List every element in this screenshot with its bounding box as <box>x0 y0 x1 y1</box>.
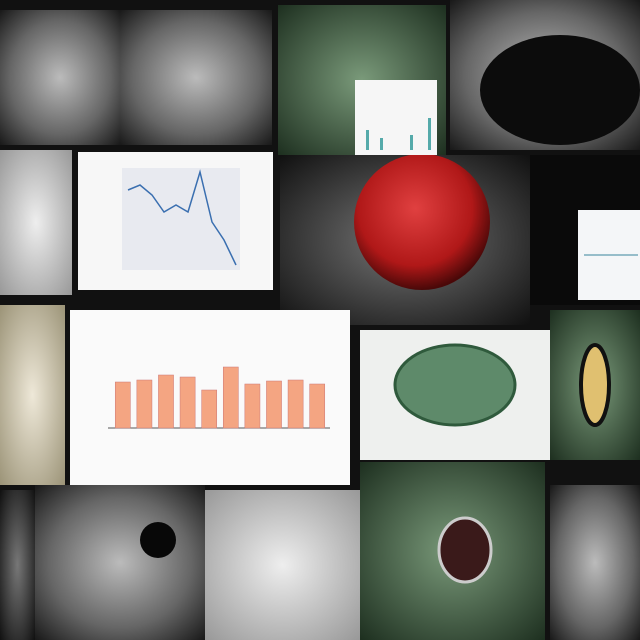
mini-bar <box>428 118 431 150</box>
bar <box>244 383 261 429</box>
panel <box>205 490 360 640</box>
panel <box>550 485 640 640</box>
panel <box>35 485 205 640</box>
bar <box>309 383 326 429</box>
panel <box>120 10 272 145</box>
bar <box>114 381 131 429</box>
organelle <box>579 343 611 427</box>
bar <box>201 389 218 429</box>
bar <box>287 379 304 429</box>
panel <box>0 10 120 145</box>
blob <box>480 35 640 145</box>
hole <box>140 522 176 558</box>
panel <box>0 490 35 640</box>
bar <box>179 376 196 429</box>
mini-bar <box>380 138 383 150</box>
marks <box>114 169 326 429</box>
bar <box>158 374 174 429</box>
bar <box>136 379 153 429</box>
line <box>127 169 237 266</box>
red-sphere <box>354 154 490 290</box>
mini-bar <box>366 130 369 150</box>
opening <box>437 516 493 584</box>
cell <box>393 343 517 427</box>
panel <box>0 150 72 295</box>
bar <box>266 380 282 429</box>
panel <box>0 305 65 485</box>
plot-area <box>122 168 240 270</box>
bar <box>222 366 239 429</box>
mini-bar <box>410 135 413 150</box>
